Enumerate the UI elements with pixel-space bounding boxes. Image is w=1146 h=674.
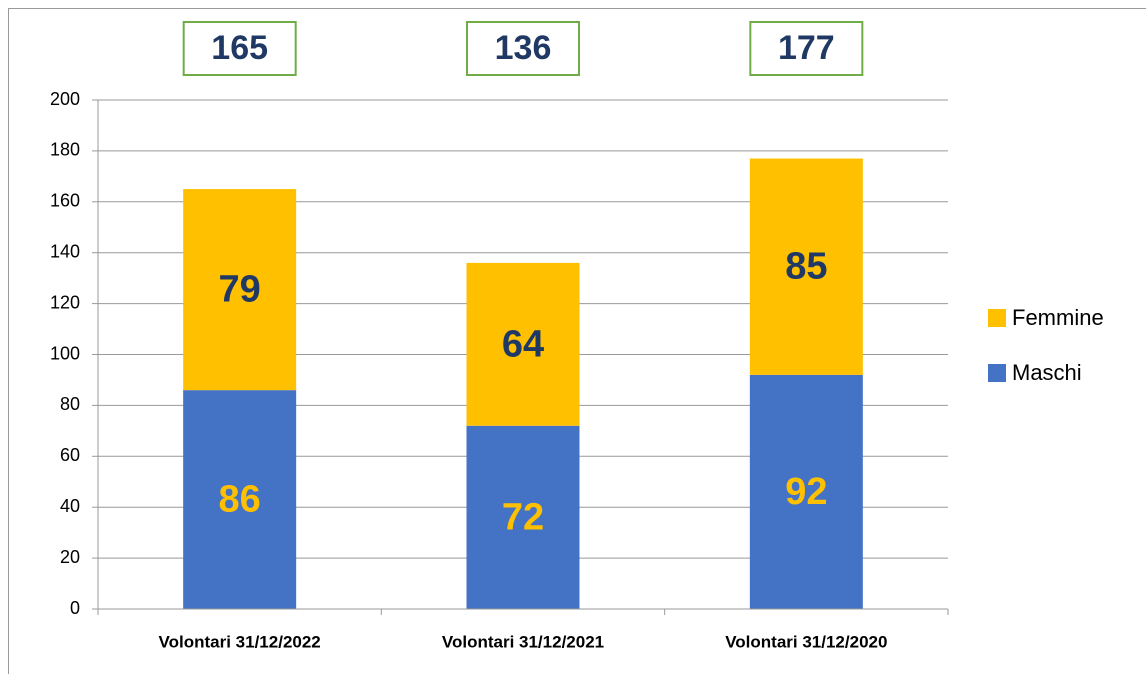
- total-label: 177: [778, 29, 835, 67]
- y-tick-label: 140: [50, 241, 80, 261]
- y-tick-label: 160: [50, 191, 80, 211]
- data-label: 64: [502, 323, 544, 365]
- y-tick-label: 80: [60, 394, 80, 414]
- total-label: 136: [495, 29, 552, 67]
- y-tick-label: 100: [50, 343, 80, 363]
- bar-segment: [183, 189, 297, 391]
- y-tick-label: 200: [50, 89, 80, 109]
- bar-segment: [749, 374, 863, 609]
- data-label: 85: [785, 246, 827, 288]
- data-label: 79: [219, 269, 261, 311]
- y-tick-label: 180: [50, 140, 80, 160]
- total-label: 165: [211, 29, 268, 67]
- total-box: [466, 21, 580, 76]
- legend-swatch: [988, 364, 1006, 382]
- y-tick-label: 60: [60, 445, 80, 465]
- data-label: 72: [502, 496, 544, 538]
- x-tick-label: Volontari 31/12/2020: [725, 632, 887, 651]
- y-tick-label: 0: [70, 598, 80, 618]
- bar-segment: [466, 425, 580, 609]
- legend-swatch: [988, 309, 1006, 327]
- bar-segment: [749, 158, 863, 375]
- x-tick-label: Volontari 31/12/2021: [442, 632, 604, 651]
- legend-label: Maschi: [1012, 360, 1082, 385]
- y-tick-label: 40: [60, 496, 80, 516]
- total-box: [749, 21, 864, 76]
- data-label: 86: [219, 479, 261, 521]
- data-label: 92: [785, 471, 827, 513]
- y-tick-label: 120: [50, 292, 80, 312]
- total-box: [182, 21, 297, 76]
- x-tick-label: Volontari 31/12/2022: [159, 632, 321, 651]
- bar-segment: [183, 390, 297, 609]
- legend-label: Femmine: [1012, 305, 1104, 330]
- y-tick-label: 20: [60, 547, 80, 567]
- bar-segment: [466, 262, 580, 426]
